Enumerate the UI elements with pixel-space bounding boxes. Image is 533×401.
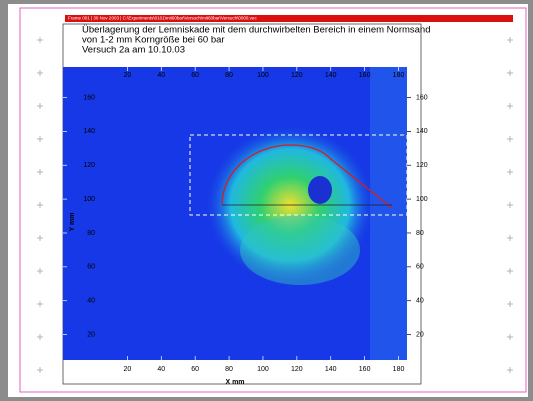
y-tick-label: 100 — [416, 196, 428, 203]
x-tick-label: 40 — [157, 366, 165, 373]
x-tick-label: 160 — [359, 366, 371, 373]
x-tick-label: 180 — [393, 366, 405, 373]
y-tick-label: 100 — [83, 196, 95, 203]
x-tick-label: 60 — [191, 72, 199, 79]
y-tick-label: 40 — [87, 298, 95, 305]
y-tick-label: 60 — [87, 264, 95, 271]
x-tick-label: 100 — [257, 366, 269, 373]
x-tick-label: 180 — [393, 72, 405, 79]
x-tick-label: 20 — [123, 72, 131, 79]
y-tick-label: 160 — [83, 94, 95, 101]
y-tick-label: 140 — [416, 128, 428, 135]
x-tick-label: 40 — [157, 72, 165, 79]
heatmap-blob — [240, 215, 360, 285]
y-tick-label: 60 — [416, 264, 424, 271]
x-tick-label: 100 — [257, 72, 269, 79]
x-tick-label: 120 — [291, 366, 303, 373]
page: {"header": {"text": "Frame 001 | 30 Nov … — [0, 0, 533, 401]
heatmap-hole — [308, 176, 332, 204]
x-tick-label: 160 — [359, 72, 371, 79]
chart: Frame 001 | 30 Nov 2003 | C:\Experiments… — [0, 0, 533, 401]
heatmap-band — [370, 67, 407, 360]
x-tick-label: 80 — [225, 366, 233, 373]
y-axis-label: Y mm — [69, 213, 76, 232]
title-line: Versuch 2a am 10.10.03 — [82, 45, 185, 56]
x-tick-label: 80 — [225, 72, 233, 79]
y-tick-label: 120 — [83, 162, 95, 169]
x-tick-label: 140 — [325, 72, 337, 79]
header-text: Frame 001 | 30 Nov 2003 | C:\Experiments… — [68, 16, 257, 21]
x-axis-label: X mm — [225, 379, 244, 386]
x-tick-label: 20 — [123, 366, 131, 373]
x-tick-label: 120 — [291, 72, 303, 79]
x-tick-label: 140 — [325, 366, 337, 373]
y-tick-label: 40 — [416, 298, 424, 305]
y-tick-label: 140 — [83, 128, 95, 135]
y-tick-label: 120 — [416, 162, 428, 169]
y-tick-label: 160 — [416, 94, 428, 101]
x-tick-label: 60 — [191, 366, 199, 373]
y-tick-label: 20 — [87, 331, 95, 338]
y-tick-label: 80 — [416, 230, 424, 237]
y-tick-label: 80 — [87, 230, 95, 237]
y-tick-label: 20 — [416, 331, 424, 338]
